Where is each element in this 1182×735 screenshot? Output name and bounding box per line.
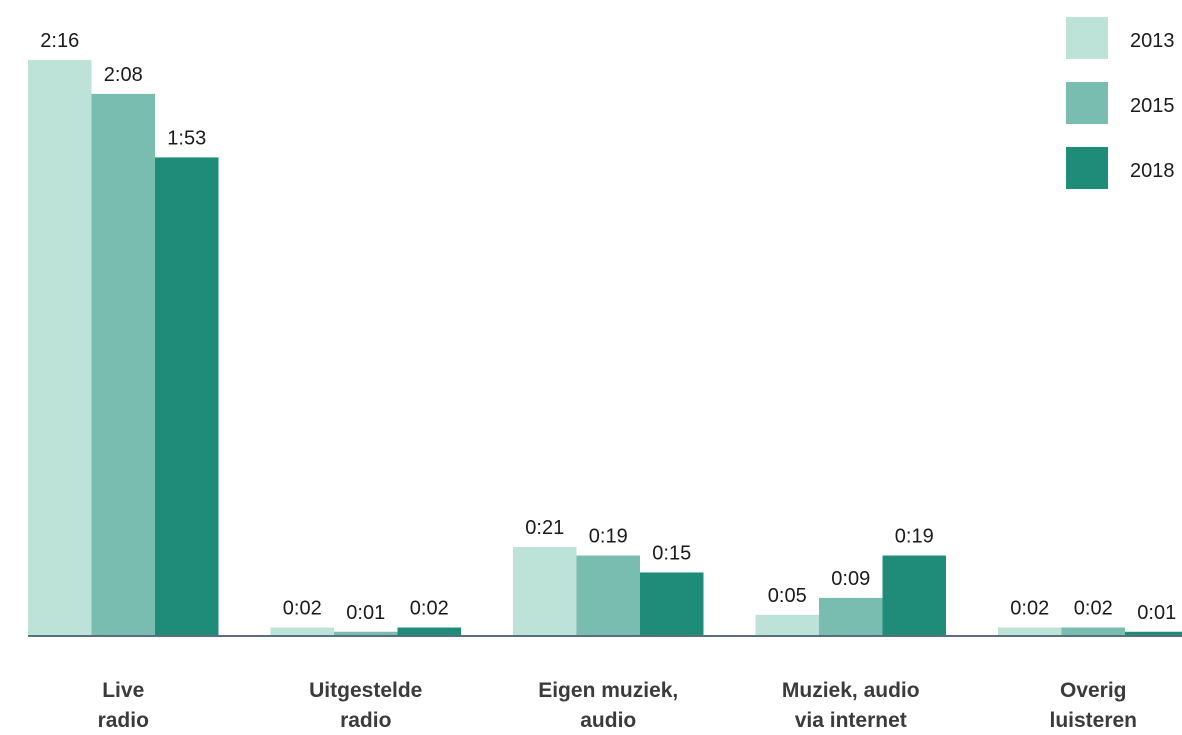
value-label-2015-cat-0: 2:08	[104, 64, 143, 86]
value-label-2015-cat-4: 0:02	[1074, 598, 1113, 620]
value-label-2015-cat-1: 0:01	[346, 602, 385, 624]
category-label-3-line-0: Muziek, audio	[782, 679, 920, 702]
category-label-0-line-1: radio	[98, 709, 149, 732]
legend-label-2015: 2015	[1130, 95, 1175, 117]
legend-swatch-2018	[1066, 147, 1108, 189]
value-label-2018-cat-0: 1:53	[167, 127, 206, 149]
legend-label-2013: 2013	[1130, 30, 1175, 52]
bar-2013-cat-0	[28, 60, 92, 636]
category-label-2-line-0: Eigen muziek,	[538, 679, 678, 702]
value-label-2013-cat-0: 2:16	[40, 30, 79, 52]
legend-swatch-2013	[1066, 17, 1108, 59]
value-label-2018-cat-4: 0:01	[1137, 602, 1176, 624]
legend: 2013 2015 2018	[1066, 17, 1175, 189]
category-label-1-line-1: radio	[340, 709, 391, 732]
category-labels-group: Live radio Uitgestelde radio Eigen muziek, au…	[98, 679, 1137, 732]
bar-2013-cat-4	[998, 628, 1062, 636]
value-label-2015-cat-2: 0:19	[589, 526, 628, 548]
value-label-2013-cat-2: 0:21	[525, 517, 564, 539]
category-label-2-line-1: audio	[580, 709, 636, 732]
bar-2013-cat-3	[756, 615, 820, 636]
bar-2015-cat-3	[819, 598, 883, 636]
bar-2018-cat-1	[398, 628, 462, 636]
value-label-2015-cat-3: 0:09	[831, 568, 870, 590]
value-label-2013-cat-1: 0:02	[283, 598, 322, 620]
category-label-3-line-1: via internet	[795, 709, 907, 732]
bar-2018-cat-3	[883, 556, 947, 636]
category-label-4-line-1: luisteren	[1049, 709, 1137, 732]
category-label-1-line-0: Uitgestelde	[309, 679, 422, 702]
value-label-2018-cat-1: 0:02	[410, 598, 449, 620]
bar-2018-cat-0	[155, 157, 219, 636]
bar-2015-cat-0	[92, 94, 156, 636]
category-label-4-line-0: Overig	[1060, 679, 1127, 702]
bar-2013-cat-1	[271, 628, 335, 636]
value-label-2013-cat-4: 0:02	[1010, 598, 1049, 620]
value-label-2018-cat-3: 0:19	[895, 526, 934, 548]
value-label-2013-cat-3: 0:05	[768, 585, 807, 607]
legend-swatch-2015	[1066, 82, 1108, 124]
bar-2018-cat-2	[640, 572, 704, 636]
legend-label-2018: 2018	[1130, 160, 1175, 182]
bar-2015-cat-2	[577, 556, 641, 636]
value-label-2018-cat-2: 0:15	[652, 542, 691, 564]
bar-2015-cat-4	[1062, 628, 1126, 636]
bar-2013-cat-2	[513, 547, 577, 636]
category-label-0-line-0: Live	[102, 679, 144, 702]
